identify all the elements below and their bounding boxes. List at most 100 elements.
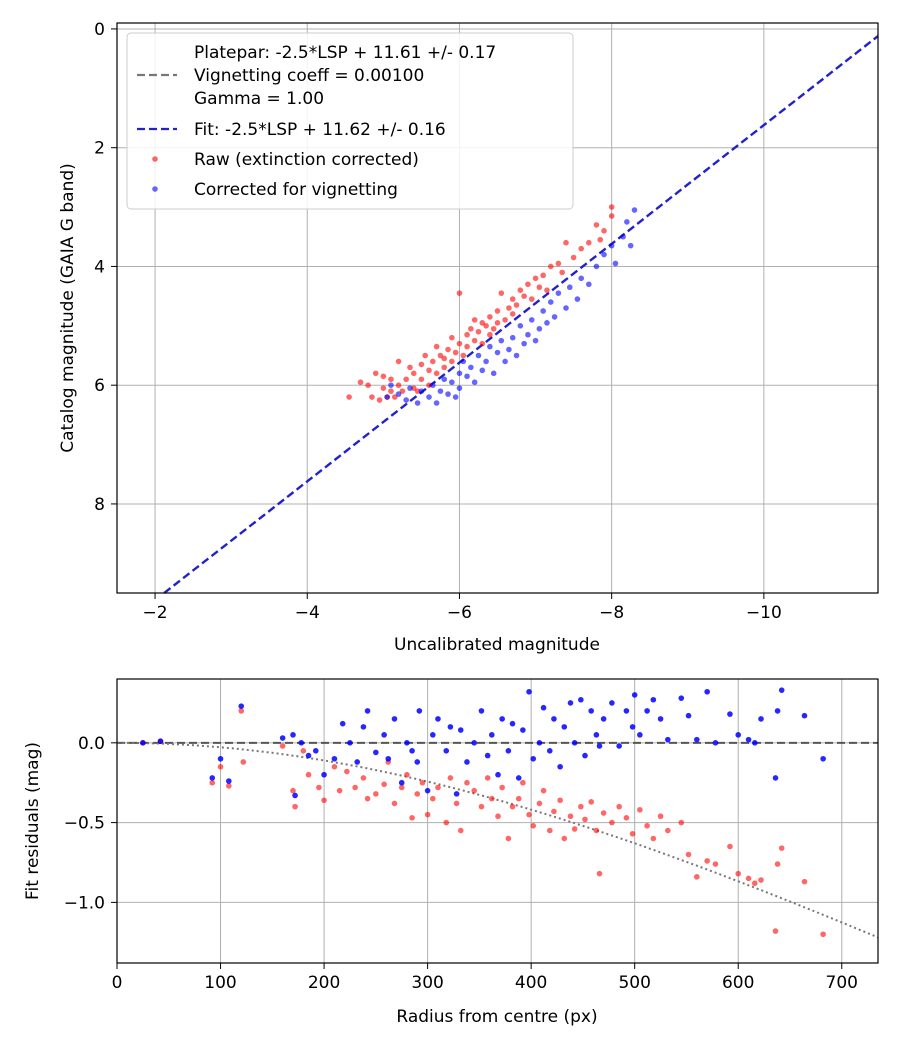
- corrected-residual-point: [578, 696, 584, 703]
- raw-point: [441, 355, 448, 362]
- bottom-y-tick-label: 0.0: [78, 734, 105, 754]
- raw-point: [509, 311, 516, 317]
- raw-point: [395, 382, 402, 388]
- corrected-residual-point: [321, 771, 327, 778]
- raw-point: [456, 340, 463, 347]
- raw-point: [437, 352, 444, 359]
- corrected-point: [479, 367, 486, 374]
- raw-residual-point: [774, 861, 781, 867]
- calibration-plot: −2 −4 −6 −8 −10 0 2 4 6 8 Uncalibrated magnitude…: [58, 20, 879, 655]
- corrected-residual-point: [609, 700, 615, 706]
- raw-residual-point: [217, 763, 224, 770]
- raw-point: [475, 328, 482, 335]
- raw-point: [471, 337, 478, 344]
- raw-residual-point: [571, 826, 578, 832]
- corrected-residual-point: [778, 687, 785, 693]
- raw-point: [513, 302, 520, 308]
- corrected-residual-point: [414, 759, 421, 765]
- corrected-residual-point: [347, 740, 353, 746]
- corrected-residual-point: [354, 759, 361, 765]
- raw-residual-point: [526, 811, 532, 818]
- raw-residual-point: [305, 771, 312, 778]
- raw-residual-point: [735, 870, 742, 877]
- corrected-point: [521, 340, 527, 347]
- raw-residual-point: [404, 771, 410, 778]
- raw-point: [357, 379, 364, 386]
- raw-point: [380, 385, 387, 391]
- raw-point: [464, 331, 470, 338]
- top-x-tick-label: −2: [143, 603, 168, 623]
- fit-line: [163, 35, 879, 594]
- corrected-residual-point: [312, 747, 319, 754]
- corrected-point: [430, 382, 436, 388]
- corrected-point: [578, 275, 585, 282]
- corrected-residual-point: [499, 716, 505, 722]
- raw-residual-point: [321, 797, 327, 804]
- raw-point: [372, 370, 379, 377]
- corrected-residual-point: [551, 716, 557, 722]
- raw-residual-point: [290, 787, 296, 794]
- corrected-residual-point: [685, 712, 692, 719]
- raw-residual-point: [600, 810, 607, 816]
- corrected-point: [395, 391, 402, 397]
- raw-residual-point: [712, 861, 719, 867]
- bottom-x-tick-label: 300: [411, 973, 443, 993]
- raw-point: [391, 394, 398, 400]
- corrected-point: [528, 317, 535, 323]
- corrected-point: [471, 379, 478, 386]
- vignetting-curve-path: [117, 741, 879, 939]
- corrected-residual-point: [650, 696, 657, 703]
- raw-residual-point: [751, 880, 758, 887]
- raw-residual-point: [678, 819, 685, 826]
- raw-point: [536, 284, 543, 291]
- raw-point: [456, 290, 463, 296]
- raw-residual-point: [509, 803, 516, 810]
- corrected-point: [536, 325, 543, 332]
- raw-residual-point: [495, 813, 501, 820]
- legend-vignetting-label: Vignetting coeff = 0.00100: [194, 66, 424, 86]
- corrected-point: [517, 323, 524, 329]
- bottom-y-tick-label: −1.0: [64, 893, 105, 913]
- raw-point: [388, 376, 394, 383]
- corrected-residual-point: [238, 703, 245, 709]
- corrected-residual-point: [616, 743, 622, 749]
- corrected-points: [384, 207, 638, 406]
- corrected-point: [631, 207, 638, 213]
- raw-point: [426, 367, 432, 374]
- bottom-y-ticks: 0.0 −0.5 −1.0: [64, 734, 117, 913]
- corrected-point: [468, 364, 474, 371]
- corrected-residual-point: [404, 740, 410, 746]
- raw-residual-point: [443, 819, 450, 826]
- raw-residual-point: [360, 775, 367, 781]
- corrected-point: [490, 370, 497, 377]
- top-y-axis-label: Catalog magnitude (GAIA G band): [58, 163, 78, 453]
- corrected-residual-point: [820, 755, 826, 762]
- corrected-residual-point: [637, 732, 643, 738]
- top-y-tick-label: 0: [94, 20, 105, 40]
- top-y-tick-label: 2: [94, 139, 105, 159]
- raw-point: [494, 308, 501, 314]
- corrected-residual-point: [478, 708, 485, 714]
- top-x-tick-label: −8: [599, 603, 624, 623]
- raw-point: [479, 320, 486, 326]
- corrected-residual-point: [536, 740, 543, 746]
- raw-residual-point: [279, 743, 286, 749]
- raw-residual-point: [609, 819, 615, 826]
- raw-point: [544, 287, 550, 293]
- raw-point: [528, 296, 535, 302]
- raw-residual-point: [499, 784, 505, 791]
- raw-residual-point: [616, 803, 622, 810]
- corrected-residual-point: [364, 708, 371, 714]
- corrected-point: [513, 352, 520, 359]
- corrected-residual-point: [596, 743, 603, 749]
- corrected-point: [555, 290, 562, 296]
- top-plot-frame: [116, 22, 879, 594]
- corrected-residual-point: [600, 716, 607, 722]
- corrected-point: [498, 337, 505, 344]
- top-x-tick-label: −10: [746, 603, 782, 623]
- corrected-residual-point: [631, 692, 638, 698]
- raw-point: [441, 364, 448, 371]
- corrected-residual-point: [588, 708, 595, 714]
- corrected-residual-point: [391, 716, 398, 722]
